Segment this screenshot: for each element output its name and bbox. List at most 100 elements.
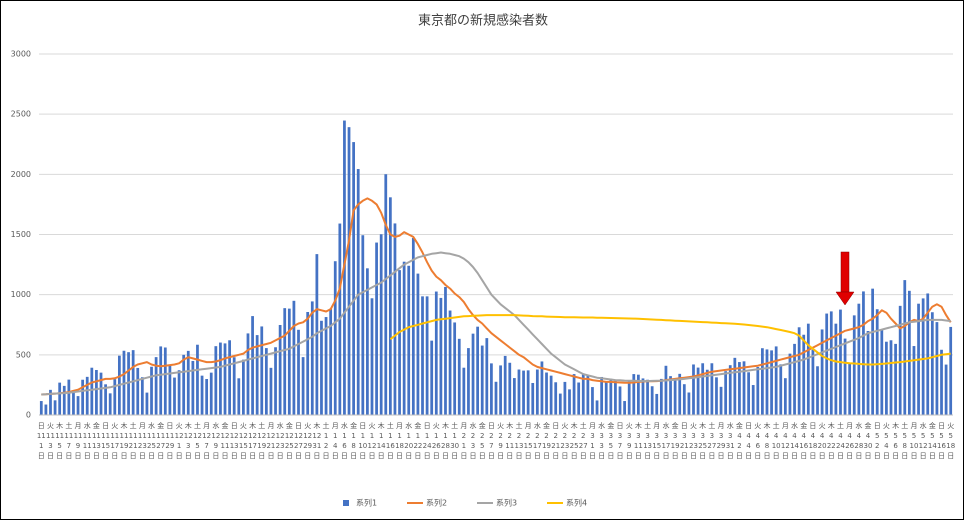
bar xyxy=(517,369,521,415)
bar xyxy=(191,360,195,415)
bar xyxy=(825,313,829,415)
bar xyxy=(554,382,558,415)
x-tick-label: 木 4 8 日 xyxy=(763,422,771,460)
bar xyxy=(692,364,695,415)
bar xyxy=(58,382,62,415)
bar xyxy=(563,381,567,415)
x-tick-label: 土 11 7 日 xyxy=(64,422,74,460)
bar xyxy=(591,387,594,415)
bar xyxy=(159,346,163,415)
x-tick-label: 土 1 16 日 xyxy=(385,422,395,460)
bar xyxy=(747,372,750,415)
bar xyxy=(173,377,176,415)
bar xyxy=(251,316,254,415)
x-tick-label: 木 12 3 日 xyxy=(183,422,193,460)
bar xyxy=(659,378,663,415)
bar xyxy=(246,333,250,415)
bar xyxy=(802,334,806,415)
x-tick-label: 日 3 7 日 xyxy=(616,422,624,460)
bar xyxy=(930,312,934,415)
x-tick-label: 水 11 11 日 xyxy=(82,422,92,460)
bar xyxy=(127,352,130,415)
x-tick-label: 日 11 15 日 xyxy=(101,422,111,460)
bar xyxy=(72,392,75,415)
bar xyxy=(90,367,94,415)
x-tick-label: 水 4 28 日 xyxy=(854,422,864,460)
bar xyxy=(439,297,443,415)
legend-swatch xyxy=(343,500,349,506)
x-tick-label: 金 1 8 日 xyxy=(350,422,358,460)
x-tick-label: 金 12 25 日 xyxy=(284,422,294,460)
bar xyxy=(926,293,930,415)
x-tick-label: 水 4 14 日 xyxy=(790,422,799,460)
x-tick-label: 火 12 1 日 xyxy=(174,422,184,460)
bar xyxy=(618,386,622,415)
bar xyxy=(526,370,530,415)
bar xyxy=(333,261,337,415)
bar xyxy=(921,298,925,415)
x-tick-label: 土 3 27 日 xyxy=(707,422,717,460)
bar xyxy=(67,379,71,415)
x-tick-label: 金 3 19 日 xyxy=(670,422,680,460)
bar xyxy=(641,378,645,415)
x-tick-label: 土 11 21 日 xyxy=(128,422,138,460)
bar xyxy=(379,234,383,415)
x-tick-label: 木 3 25 日 xyxy=(698,422,708,460)
line-series xyxy=(41,197,952,396)
x-tick-label: 土 4 10 日 xyxy=(771,422,781,460)
bar xyxy=(715,377,718,415)
bar xyxy=(402,261,406,415)
chart-title: 東京都の新規感染者数 xyxy=(418,13,548,29)
bar xyxy=(885,341,888,415)
bar xyxy=(375,242,378,415)
x-tick-label: 水 5 12 日 xyxy=(918,422,928,460)
x-tick-label: 木 11 19 日 xyxy=(119,422,129,460)
bar xyxy=(875,309,879,415)
x-tick-label: 火 12 29 日 xyxy=(303,422,313,460)
bar xyxy=(903,280,907,415)
bar xyxy=(857,303,861,415)
x-tick-label: 月 1 4 日 xyxy=(331,422,339,460)
x-tick-label: 水 3 17 日 xyxy=(661,422,671,460)
bar xyxy=(637,374,640,415)
bar xyxy=(154,357,158,415)
x-tick-label: 土 12 5 日 xyxy=(192,422,202,460)
bar xyxy=(49,389,52,415)
bar xyxy=(430,340,434,415)
bar xyxy=(811,349,815,415)
bar xyxy=(632,374,636,415)
x-tick-label: 水 1 6 日 xyxy=(340,422,348,460)
bar xyxy=(614,379,617,415)
x-tick-label: 火 11 3 日 xyxy=(46,422,55,460)
x-tick-label: 日 1 24 日 xyxy=(422,422,432,460)
bar xyxy=(292,300,296,415)
bar xyxy=(39,401,43,415)
bar xyxy=(480,345,484,415)
bar xyxy=(205,379,209,415)
bar xyxy=(219,342,222,415)
bar xyxy=(287,308,291,415)
arrow xyxy=(835,251,855,306)
bar xyxy=(770,350,773,415)
bar xyxy=(655,393,659,415)
bar xyxy=(407,265,411,415)
x-tick-label: 月 5 10 日 xyxy=(909,422,919,460)
x-tick-label: 木 2 25 日 xyxy=(569,422,579,460)
bar xyxy=(940,349,943,415)
bar xyxy=(765,349,769,415)
line-series xyxy=(41,251,951,396)
bar xyxy=(710,363,714,415)
x-tick-label: 火 2 9 日 xyxy=(497,422,505,460)
bar xyxy=(664,365,668,415)
bar xyxy=(186,350,190,415)
bar xyxy=(223,343,227,415)
bar xyxy=(871,288,875,415)
x-tick-label: 金 1 22 日 xyxy=(413,422,423,460)
x-tick-label: 木 11 5 日 xyxy=(55,422,65,460)
x-tick-label: 金 3 5 日 xyxy=(607,422,615,460)
bar xyxy=(880,329,884,415)
x-tick-label: 水 2 3 日 xyxy=(469,422,477,460)
bar xyxy=(862,291,865,415)
bar xyxy=(912,346,916,415)
bar xyxy=(297,329,300,415)
